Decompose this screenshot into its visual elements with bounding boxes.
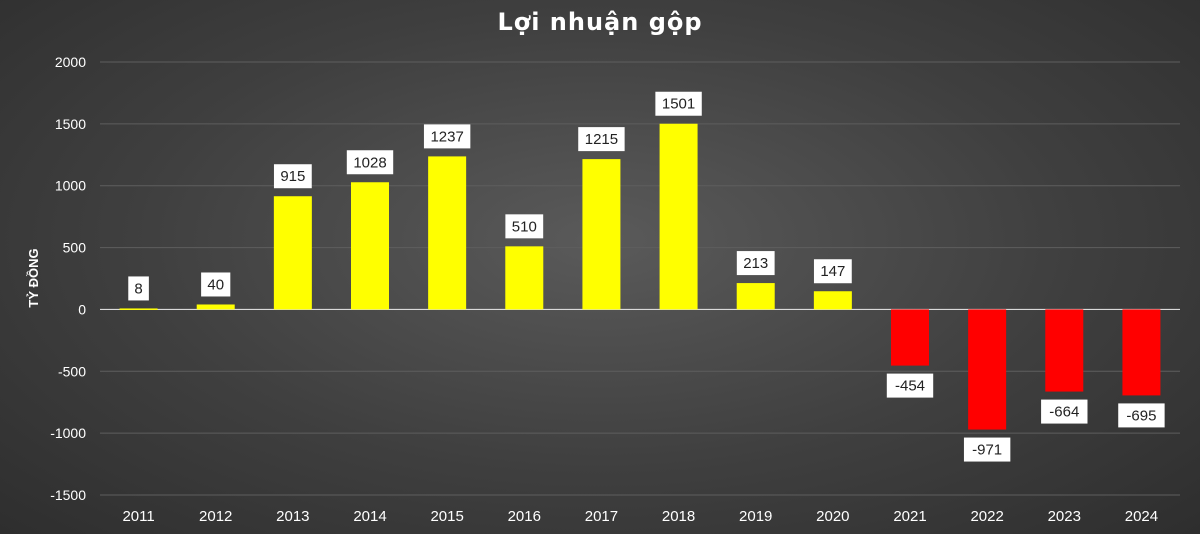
data-label-box <box>273 164 312 189</box>
bar-2018 <box>659 123 698 310</box>
data-label-2019: 213 <box>736 251 775 276</box>
bar-2024 <box>1122 309 1161 396</box>
y-tick-label: 2000 <box>55 54 86 70</box>
gridlines <box>100 61 1180 496</box>
data-label-2023: -664 <box>1041 399 1088 424</box>
data-label-text: 1501 <box>662 96 695 113</box>
data-label-box <box>346 150 394 175</box>
data-label-box <box>813 259 852 284</box>
bar-2017 <box>582 159 621 310</box>
data-labels: 8 40 915 1028 1237 510 1215 1501 213 147 -454 -971 -… <box>128 91 1165 462</box>
x-tick-label: 2011 <box>122 508 154 525</box>
bar-2011 <box>119 308 158 310</box>
bars <box>119 123 1161 430</box>
data-label-2014: 1028 <box>346 150 394 175</box>
data-label-2018: 1501 <box>655 91 702 116</box>
y-tick-label: -500 <box>58 363 86 379</box>
data-label-text: 1237 <box>430 128 463 145</box>
data-label-text: 8 <box>134 280 142 297</box>
bar-2016 <box>505 246 544 310</box>
data-label-box <box>128 276 149 301</box>
x-tick-label: 2023 <box>1048 508 1081 525</box>
bar-2015 <box>428 156 467 310</box>
x-tick-label: 2018 <box>662 508 695 525</box>
bar-2013 <box>273 196 312 310</box>
data-label-2021: -454 <box>886 373 934 398</box>
x-tick-label: 2021 <box>893 508 926 525</box>
data-label-box <box>963 437 1011 462</box>
x-tick-label: 2014 <box>353 508 386 525</box>
data-label-box <box>201 272 231 297</box>
data-label-2012: 40 <box>201 272 231 297</box>
data-label-2011: 8 <box>128 276 149 301</box>
data-label-2015: 1237 <box>423 124 471 149</box>
data-label-box <box>505 214 544 239</box>
x-tick-label: 2020 <box>816 508 849 525</box>
y-axis-label: TỶ ĐỒNG <box>26 248 41 307</box>
data-label-text: 510 <box>512 218 537 235</box>
data-label-box <box>1118 403 1165 428</box>
bar-2022 <box>968 309 1007 430</box>
x-tick-label: 2015 <box>430 508 463 525</box>
bar-2023 <box>1045 309 1084 392</box>
data-label-2022: -971 <box>963 437 1011 462</box>
bar-2014 <box>351 182 389 310</box>
data-label-box <box>886 373 934 398</box>
data-label-box <box>655 91 702 116</box>
data-label-text: 915 <box>280 168 305 185</box>
x-tick-label: 2022 <box>970 508 1003 525</box>
data-label-2017: 1215 <box>578 127 625 152</box>
y-tick-label: 1500 <box>55 116 86 132</box>
y-tick-label: 500 <box>63 240 87 256</box>
bar-2012 <box>196 304 235 310</box>
data-label-box <box>423 124 471 149</box>
bar-2020 <box>813 291 852 310</box>
data-label-2020: 147 <box>813 259 852 284</box>
x-tick-label: 2016 <box>508 508 541 525</box>
data-label-text: 40 <box>207 276 224 293</box>
data-label-text: 1028 <box>353 154 386 171</box>
y-tick-label: 0 <box>78 301 86 317</box>
x-tick-label: 2017 <box>585 508 618 525</box>
data-label-text: -664 <box>1049 404 1079 421</box>
axis-ticks: 2000 1500 1000 500 0 -500 -1000 -1500 2011 2012 20… <box>50 54 1158 525</box>
data-label-text: -695 <box>1126 407 1156 424</box>
x-tick-label: 2012 <box>199 508 232 525</box>
data-label-2016: 510 <box>505 214 544 239</box>
data-label-box <box>1041 399 1088 424</box>
bar-2019 <box>736 283 775 310</box>
x-tick-label: 2019 <box>739 508 772 525</box>
data-label-text: -454 <box>895 378 925 395</box>
y-tick-label: -1000 <box>50 425 86 441</box>
data-label-text: 147 <box>820 263 845 280</box>
y-tick-label: -1500 <box>50 487 86 503</box>
x-tick-label: 2013 <box>276 508 309 525</box>
data-label-2024: -695 <box>1118 403 1165 428</box>
bar-2021 <box>891 309 929 366</box>
x-tick-label: 2024 <box>1125 508 1158 525</box>
chart-title: Lợi nhuận gộp <box>497 8 702 36</box>
data-label-2013: 915 <box>273 164 312 189</box>
data-label-box <box>736 251 775 276</box>
data-label-text: 1215 <box>585 131 618 148</box>
data-label-text: -971 <box>972 442 1002 459</box>
y-tick-label: 1000 <box>55 178 86 194</box>
data-label-text: 213 <box>743 255 768 272</box>
data-label-box <box>578 127 625 152</box>
